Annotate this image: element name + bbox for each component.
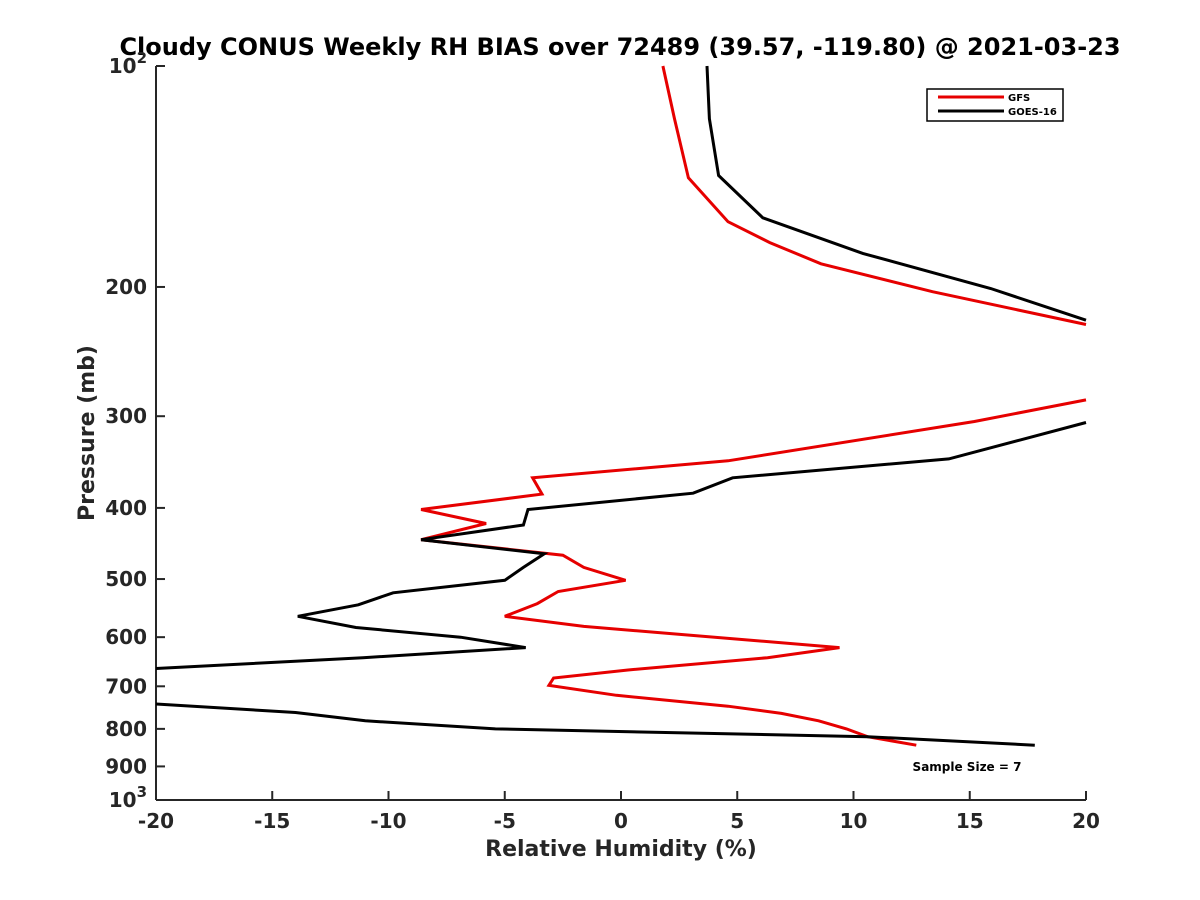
- plot-area: -20 -15 -10 -5 0 5 10 15 20 10220030040050060070…: [105, 49, 1100, 833]
- series-lines: [155, 65, 1087, 747]
- legend-label-gfs: GFS: [1008, 93, 1030, 104]
- x-tick-label: -20: [138, 809, 174, 833]
- y-tick-label: 300: [105, 404, 147, 428]
- x-tick-label: 10: [840, 809, 868, 833]
- y-tick-label: 700: [105, 674, 147, 698]
- y-tick-label: 103: [109, 783, 147, 812]
- y-tick-base: 10: [109, 788, 137, 812]
- series-line-goes-16: [155, 702, 1035, 747]
- series-line-goes-16: [155, 421, 1087, 670]
- y-tick-base: 10: [109, 54, 137, 78]
- legend-label-goes-16: GOES-16: [1008, 107, 1057, 118]
- y-tick-label: 900: [105, 754, 147, 778]
- x-tick-label: 15: [956, 809, 984, 833]
- legend: GFS GOES-16: [926, 88, 1064, 122]
- sample-size-annotation: Sample Size = 7: [913, 760, 1022, 774]
- y-tick-label: 400: [105, 496, 147, 520]
- y-tick-exponent: 3: [137, 783, 147, 801]
- x-axis-ticks: -20 -15 -10 -5 0 5 10 15 20: [138, 791, 1100, 833]
- y-tick-label: 200: [105, 275, 147, 299]
- legend-box: [926, 88, 1064, 122]
- x-tick-label: -5: [494, 809, 516, 833]
- y-tick-label: 600: [105, 625, 147, 649]
- x-tick-label: 0: [614, 809, 628, 833]
- series-line-gfs: [420, 398, 1087, 747]
- x-tick-label: 5: [730, 809, 744, 833]
- y-axis-label: Pressure (mb): [75, 345, 100, 521]
- series-line-goes-16: [705, 65, 1087, 322]
- y-tick-label: 800: [105, 717, 147, 741]
- x-axis-label: Relative Humidity (%): [485, 837, 757, 862]
- series-line-gfs: [661, 65, 1087, 326]
- chart-title: Cloudy CONUS Weekly RH BIAS over 72489 (…: [119, 33, 1120, 61]
- y-tick-exponent: 2: [137, 49, 147, 67]
- x-tick-label: -10: [370, 809, 406, 833]
- x-tick-label: 20: [1072, 809, 1100, 833]
- y-tick-label: 102: [109, 49, 147, 78]
- x-tick-label: -15: [254, 809, 290, 833]
- y-tick-label: 500: [105, 567, 147, 591]
